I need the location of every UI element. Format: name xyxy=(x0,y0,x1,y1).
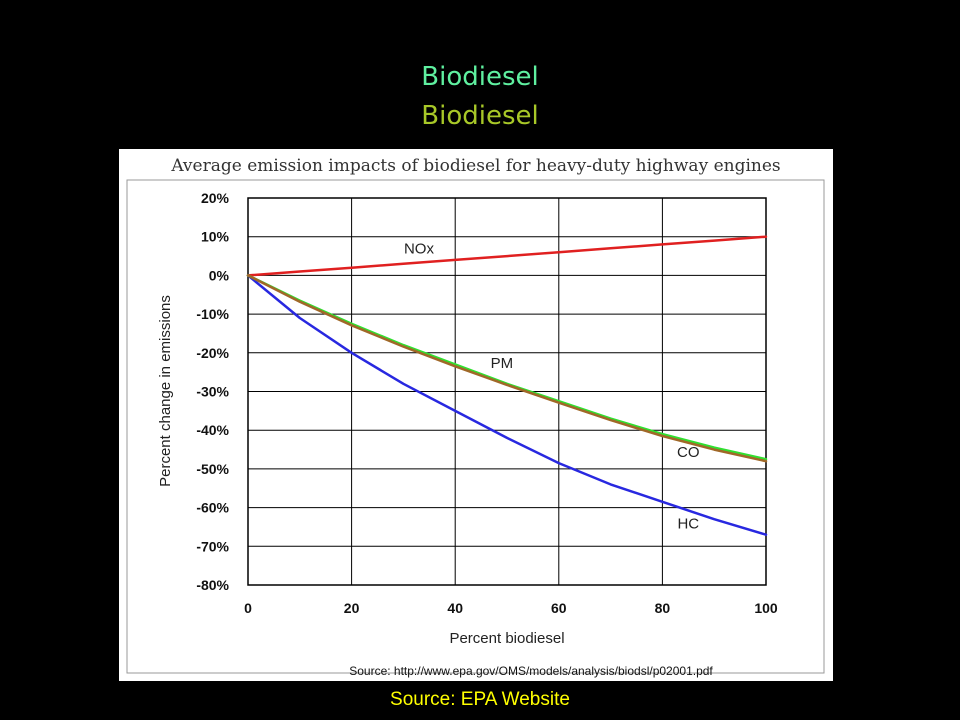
y-axis-label: Percent change in emissions xyxy=(157,295,174,487)
y-tick-label: 20% xyxy=(201,190,230,206)
y-tick-label: -80% xyxy=(196,577,229,593)
series-labels: NOx PM CO HC xyxy=(404,241,700,533)
x-axis-label: Percent biodiesel xyxy=(449,630,564,647)
chart-title: Average emission impacts of biodiesel fo… xyxy=(170,156,780,176)
series-label-hc: HC xyxy=(677,516,699,533)
series-label-pm: PM xyxy=(491,355,514,372)
y-tick-label: -50% xyxy=(196,461,229,477)
y-tick-label: -10% xyxy=(196,306,229,322)
x-tick-label: 40 xyxy=(447,600,463,616)
plot-frame xyxy=(247,197,767,586)
x-tick-label: 100 xyxy=(754,600,778,616)
series-label-co: CO xyxy=(677,444,700,461)
series-line-co xyxy=(246,274,768,463)
y-tick-label: -60% xyxy=(196,500,229,516)
y-tick-label: 10% xyxy=(201,229,230,245)
y-tick-label: -70% xyxy=(196,538,229,554)
source-caption: Source: EPA Website xyxy=(390,689,570,710)
chart-outer-frame xyxy=(126,179,825,674)
chart-source-note: Source: http://www.epa.gov/OMS/models/an… xyxy=(349,664,713,678)
series-lines xyxy=(246,235,768,536)
emissions-chart: Average emission impacts of biodiesel fo… xyxy=(119,149,833,681)
series-line-nox xyxy=(246,235,768,277)
y-tick-label: 0% xyxy=(209,267,230,283)
y-tick-label: -30% xyxy=(196,384,229,400)
y-tick-labels: 20% 10% 0% -10% -20% -30% -40% -50% -60% -70% -80% xyxy=(196,190,229,593)
series-label-nox: NOx xyxy=(404,241,435,258)
series-line-hc xyxy=(246,274,768,536)
x-tick-label: 0 xyxy=(244,600,252,616)
y-tick-label: -40% xyxy=(196,422,229,438)
x-tick-label: 60 xyxy=(551,600,567,616)
y-tick-label: -20% xyxy=(196,345,229,361)
slide-title-line-1: Biodiesel xyxy=(421,62,539,92)
x-tick-labels: 0 20 40 60 80 100 xyxy=(244,600,778,616)
x-tick-label: 80 xyxy=(655,600,671,616)
x-tick-label: 20 xyxy=(344,600,360,616)
slide-title-line-2: Biodiesel xyxy=(421,101,539,131)
